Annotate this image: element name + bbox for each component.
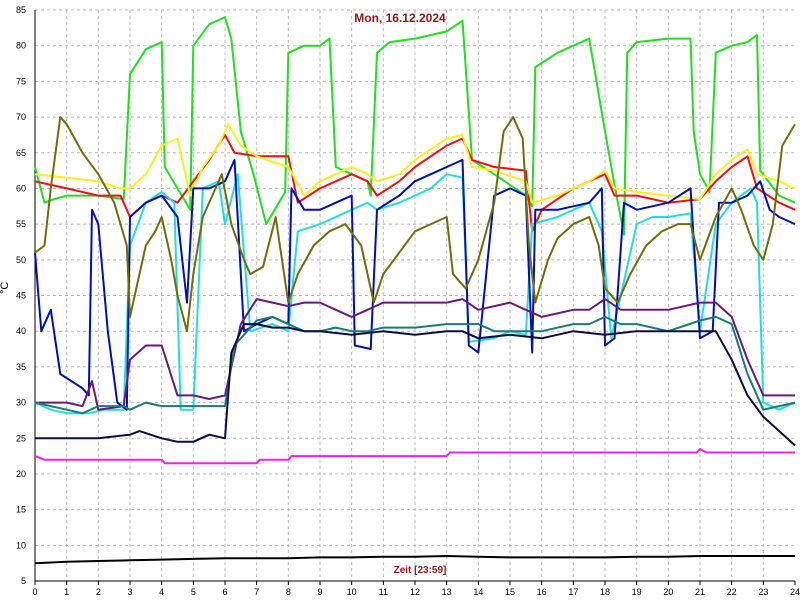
x-tick-label: 23 [758,587,768,597]
x-tick-label: 6 [222,587,227,597]
series-line-1 [34,16,796,236]
chart-title: Mon, 16.12.2024 [354,11,446,25]
x-tick-label: 19 [632,587,642,597]
y-axis-label: °C [0,282,11,294]
y-tick-label: 75 [16,76,26,86]
x-tick-label: 7 [254,587,259,597]
x-tick-label: 15 [505,587,515,597]
y-tick-label: 55 [16,219,26,229]
y-tick-label: 45 [16,291,26,301]
x-tick-label: 22 [727,587,737,597]
x-tick-label: 12 [410,587,420,597]
series-line-8 [34,315,796,415]
series-line-2 [34,133,796,233]
x-tick-label: 21 [695,587,705,597]
x-tick-label: 17 [568,587,578,597]
x-tick-label: 16 [537,587,547,597]
y-tick-label: 20 [16,469,26,479]
x-tick-label: 18 [600,587,610,597]
series-line-5 [34,158,796,411]
x-tick-label: 0 [32,587,37,597]
y-tick-label: 30 [16,398,26,408]
y-tick-labels: 5 10 15 20 25 30 35 40 45 50 55 60 65 70 75 80 85 [16,5,26,586]
x-tick-label: 5 [191,587,196,597]
chart-axes [34,10,796,585]
y-tick-label: 50 [16,255,26,265]
series-line-4 [34,173,796,415]
x-tick-label: 13 [442,587,452,597]
y-tick-label: 60 [16,183,26,193]
x-tick-labels: 0 1 2 3 4 5 6 7 8 9 10 11 12 13 14 15 16 17 18 19 20 21 22 23 24 [32,587,800,597]
x-tick-label: 1 [64,587,69,597]
series-line-3 [34,123,796,204]
series-line-7 [35,298,795,411]
y-tick-label: 15 [16,505,26,515]
series-line-10 [34,448,795,465]
x-tick-label: 10 [347,587,357,597]
x-tick-label: 24 [790,587,800,597]
x-tick-label: 9 [317,587,322,597]
series-line-9 [35,323,796,447]
x-tick-label: 2 [96,587,101,597]
x-tick-label: 11 [379,587,388,597]
x-axis-label: Zeit [23:59] [394,565,447,576]
x-tick-label: 4 [159,587,164,597]
y-tick-label: 40 [16,326,26,336]
y-tick-label: 25 [16,433,26,443]
y-tick-label: 5 [21,576,26,586]
y-tick-label: 65 [16,148,26,158]
y-tick-label: 85 [16,5,26,15]
y-tick-label: 80 [16,41,26,51]
series-line-6 [34,116,796,333]
y-tick-label: 10 [16,540,26,550]
x-tick-label: 14 [473,587,483,597]
series-line-11 [34,555,795,565]
chart-series [34,16,796,565]
x-tick-label: 8 [286,587,291,597]
y-tick-label: 70 [16,112,26,122]
y-tick-label: 35 [16,362,26,372]
x-tick-label: 20 [663,587,673,597]
x-tick-label: 3 [127,587,132,597]
